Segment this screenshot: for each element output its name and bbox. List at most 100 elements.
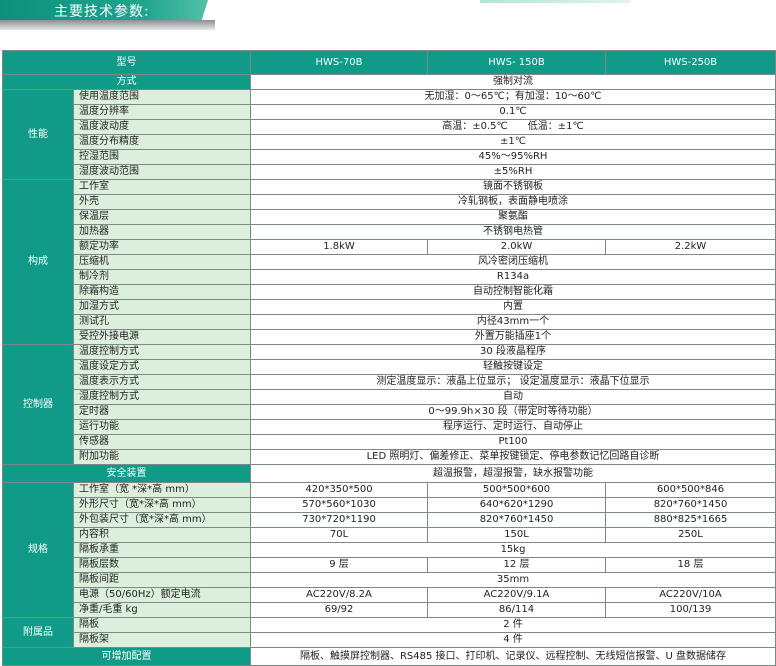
table-row: 隔板承重 15kg <box>3 542 776 558</box>
row-label: 使用温度范围 <box>73 89 251 105</box>
row-value: 自动 <box>250 389 776 405</box>
section-title: 主要技术参数: <box>54 4 150 20</box>
table-row: 除霜构造 自动控制智能化霜 <box>3 284 776 300</box>
row-value: 测定温度显示：液晶上位显示； 设定温度显示：液晶下位显示 <box>250 374 776 390</box>
header-row: 型号 HWS-70B HWS- 150B HWS-250B <box>2 50 776 75</box>
row-value: 不锈钢电热管 <box>250 224 776 240</box>
row-value: 外置万能插座1个 <box>250 329 776 345</box>
row-label: 净重/毛重 kg <box>73 602 251 618</box>
table-row: 测试孔 内径43mm一个 <box>3 314 776 330</box>
row-label: 额定功率 <box>73 239 251 255</box>
row-value: 0.1℃ <box>250 104 776 120</box>
table-row: 温度分布精度 ±1℃ <box>3 134 776 150</box>
row-value: 自动控制智能化霜 <box>250 284 776 300</box>
extra-config-label: 可增加配置 <box>2 647 251 666</box>
row-value: 高温：±0.5℃ 低温：±1℃ <box>250 119 776 135</box>
model-name: HWS-250B <box>605 50 776 75</box>
row-value: 570*560*1030 <box>250 497 428 513</box>
table-row: 传感器 Pt100 <box>3 434 776 450</box>
row-value: 45%～95%RH <box>250 149 776 165</box>
group-label: 性能 <box>2 89 74 180</box>
row-value: 820*760*1450 <box>605 497 776 513</box>
table-row: 外形尺寸（宽*深*高 mm） 570*560*1030 640*620*1290 82… <box>3 497 776 513</box>
row-value: ±1℃ <box>250 134 776 150</box>
row-value: LED 照明灯、偏差修正、菜单按键锁定、停电参数记忆回路自诊断 <box>250 449 776 465</box>
row-label: 隔板间距 <box>73 572 251 588</box>
method-row: 方式 强制对流 <box>2 74 776 90</box>
table-row: 压缩机 风冷密闭压缩机 <box>3 254 776 270</box>
row-value: 420*350*500 <box>250 482 428 498</box>
row-label: 外壳 <box>73 194 251 210</box>
row-value: AC220V/8.2A <box>250 587 428 603</box>
table-row: 附属品 隔板 2 件 <box>2 617 776 648</box>
row-label: 加湿方式 <box>73 299 251 315</box>
table-row: 规格 工作室（宽 *深*高 mm） 420*350*500 500*500*600 60… <box>2 482 776 618</box>
safety-row: 安全装置 超温报警，超湿报警，缺水报警功能 <box>2 464 776 483</box>
row-value: 640*620*1290 <box>427 497 606 513</box>
row-value: 9 层 <box>250 557 428 573</box>
row-value: 2.0kW <box>427 239 606 255</box>
row-label: 工作室 <box>73 179 251 195</box>
table-row: 定时器 0～99.9h×30 段（带定时等待功能） <box>3 404 776 420</box>
method-label: 方式 <box>2 74 251 90</box>
method-value: 强制对流 <box>250 74 776 90</box>
row-value: 轻触按键设定 <box>250 359 776 375</box>
table-row: 湿度控制方式 自动 <box>3 389 776 405</box>
row-label: 隔板架 <box>73 632 251 648</box>
row-label: 温度波动度 <box>73 119 251 135</box>
row-label: 湿度控制方式 <box>73 389 251 405</box>
group-label: 附属品 <box>2 617 74 648</box>
row-value: 500*500*600 <box>427 482 606 498</box>
table-row: 净重/毛重 kg 69/92 86/114 100/139 <box>3 602 776 618</box>
section-banner: 主要技术参数: <box>0 0 208 20</box>
banner-shadow <box>0 20 215 30</box>
row-value: 69/92 <box>250 602 428 618</box>
row-label: 隔板层数 <box>73 557 251 573</box>
table-row: 隔板间距 35mm <box>3 572 776 588</box>
table-row: 隔板层数 9 层 12 层 18 层 <box>3 557 776 573</box>
table-row: 温度表示方式 测定温度显示：液晶上位显示； 设定温度显示：液晶下位显示 <box>3 374 776 390</box>
table-row: 保温层 聚氨酯 <box>3 209 776 225</box>
table-row: 构成 工作室 镜面不锈钢板 <box>2 179 776 345</box>
table-row: 加热器 不锈钢电热管 <box>3 224 776 240</box>
row-label: 隔板承重 <box>73 542 251 558</box>
table-row: 温度波动度 高温：±0.5℃ 低温：±1℃ <box>3 119 776 135</box>
row-label: 除霜构造 <box>73 284 251 300</box>
row-label: 保温层 <box>73 209 251 225</box>
row-value: 70L <box>250 527 428 543</box>
row-value: 35mm <box>250 572 776 588</box>
row-value: 820*760*1450 <box>427 512 606 528</box>
row-label: 工作室（宽 *深*高 mm） <box>73 482 251 498</box>
table-row: 制冷剂 R134a <box>3 269 776 285</box>
row-label: 受控外接电源 <box>73 329 251 345</box>
row-value: 600*500*846 <box>605 482 776 498</box>
table-row: 加湿方式 内置 <box>3 299 776 315</box>
safety-label: 安全装置 <box>2 464 251 483</box>
row-value: Pt100 <box>250 434 776 450</box>
row-label: 隔板 <box>73 617 251 633</box>
row-value: 镜面不锈钢板 <box>250 179 776 195</box>
table-row: 隔板架 4 件 <box>3 632 776 648</box>
row-value: 15kg <box>250 542 776 558</box>
row-label: 定时器 <box>73 404 251 420</box>
row-value: 730*720*1190 <box>250 512 428 528</box>
row-value: 18 层 <box>605 557 776 573</box>
row-value: 程序运行、定时运行、自动停止 <box>250 419 776 435</box>
model-label: 型号 <box>2 50 251 75</box>
table-row: 温度分辨率 0.1℃ <box>3 104 776 120</box>
top-decoration <box>480 0 630 3</box>
row-value: 无加湿：0～65℃；有加湿：10～60℃ <box>250 89 776 105</box>
row-value: R134a <box>250 269 776 285</box>
group-label: 控制器 <box>2 344 74 465</box>
row-value: 86/114 <box>427 602 606 618</box>
row-label: 测试孔 <box>73 314 251 330</box>
row-value: 4 件 <box>250 632 776 648</box>
table-row: 性能 使用温度范围 无加湿：0～65℃；有加湿：10～60℃ <box>2 89 776 180</box>
table-row: 外壳 冷轧钢板，表面静电喷涂 <box>3 194 776 210</box>
table-row: 控制器 温度控制方式 30 段液晶程序 <box>2 344 776 465</box>
row-label: 温度控制方式 <box>73 344 251 360</box>
row-label: 温度分辨率 <box>73 104 251 120</box>
table-row: 湿度波动范围 ±5%RH <box>3 164 776 180</box>
row-label: 内容积 <box>73 527 251 543</box>
group-label: 规格 <box>2 482 74 618</box>
